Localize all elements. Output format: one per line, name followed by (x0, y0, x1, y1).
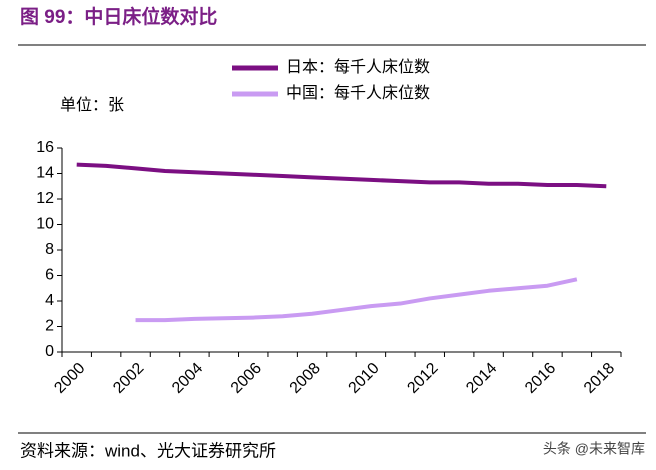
x-tick-label: 2004 (169, 360, 206, 397)
x-tick-label: 2002 (110, 360, 147, 397)
x-tick-label: 2010 (346, 360, 383, 397)
x-tick-label: 2000 (51, 360, 88, 397)
y-tick-label: 8 (45, 241, 54, 258)
x-tick-label: 2018 (581, 360, 618, 397)
x-tick-label: 2006 (228, 360, 265, 397)
legend-label: 中国：每千人床位数 (286, 84, 430, 102)
watermark: 头条 @未来智库 (543, 441, 645, 457)
series-line (135, 277, 578, 323)
y-tick-label: 2 (45, 318, 54, 335)
y-tick-label: 16 (36, 139, 54, 156)
y-tick-label: 14 (36, 165, 54, 182)
legend-label: 日本：每千人床位数 (286, 58, 430, 76)
y-tick-label: 0 (45, 343, 54, 360)
source: 资料来源：wind、光大证券研究所 (20, 441, 276, 460)
x-tick-label: 2014 (463, 360, 500, 397)
y-tick-label: 6 (45, 267, 54, 284)
x-tick-label: 2012 (404, 360, 441, 397)
y-tick-label: 12 (36, 190, 54, 207)
x-tick-label: 2016 (522, 360, 559, 397)
y-tick-label: 4 (45, 292, 54, 309)
y-unit-label: 单位：张 (60, 96, 124, 114)
x-tick-label: 2008 (287, 360, 324, 397)
y-tick-label: 10 (36, 216, 54, 233)
chart-title: 图 99：中日床位数对比 (20, 5, 217, 28)
series-line (76, 162, 607, 189)
